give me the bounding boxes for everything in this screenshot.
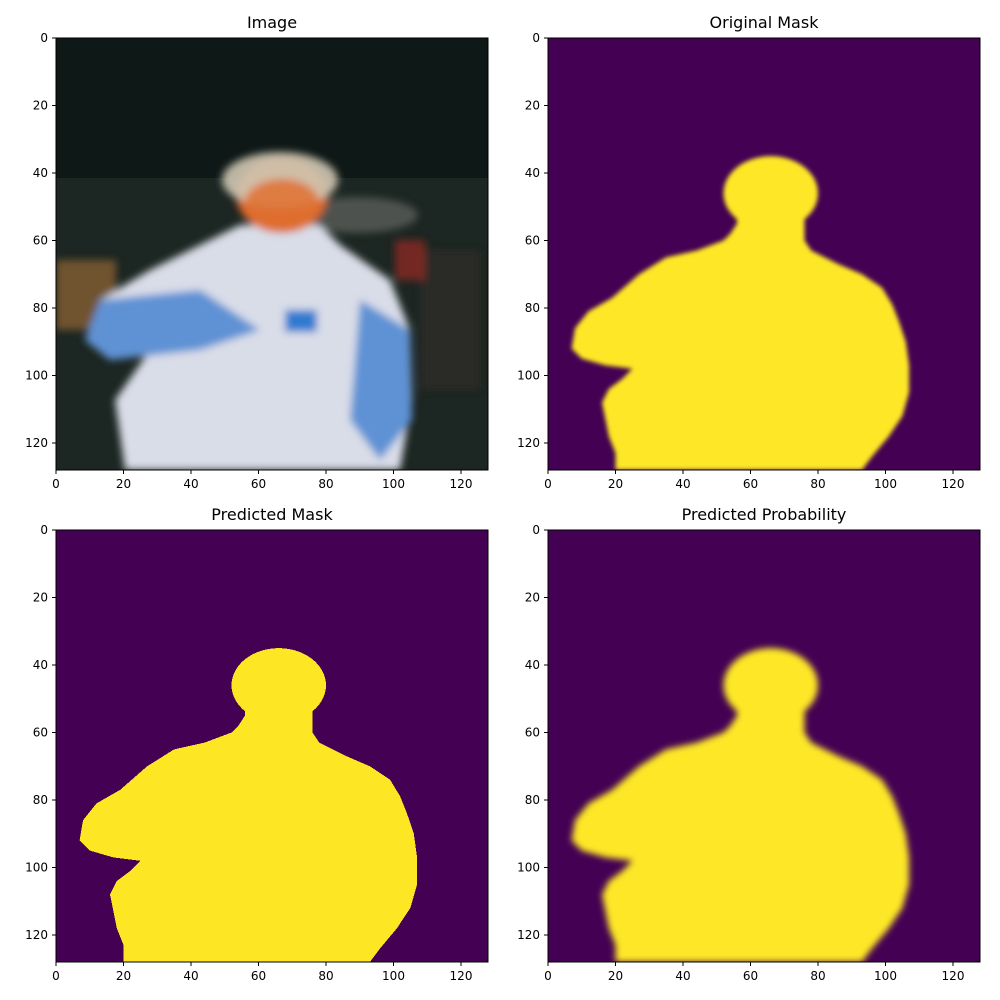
- x-tick-label: 40: [675, 969, 690, 983]
- x-tick-label: 100: [382, 969, 405, 983]
- neck-region: [737, 213, 805, 241]
- y-tick-label: 40: [525, 166, 540, 180]
- panel-axes: 0 20 40 60 80 100 120 0 20 40 60 80 100 120: [25, 31, 489, 491]
- panel-predicted-mask: Predicted Mask: [56, 505, 488, 962]
- silhouette-layer: [79, 648, 418, 962]
- panel-title: Image: [247, 13, 297, 32]
- x-tick-label: 0: [52, 969, 60, 983]
- y-tick-label: 60: [525, 726, 540, 740]
- y-tick-label: 60: [33, 234, 48, 248]
- panel-axes: 0 20 40 60 80 100 120 0 20 40 60 80 100 120: [517, 31, 981, 491]
- x-tick-label: 60: [743, 477, 758, 491]
- x-tick-label: 0: [544, 969, 552, 983]
- body-region: [571, 223, 910, 470]
- y-tick-label: 80: [33, 793, 48, 807]
- panel-title: Predicted Probability: [682, 505, 847, 524]
- panel-image: Image: [56, 13, 488, 470]
- y-tick-label: 20: [33, 99, 48, 113]
- mask-silhouette: [79, 648, 418, 962]
- panel-title: Original Mask: [710, 13, 820, 32]
- y-tick-label: 20: [525, 99, 540, 113]
- background-chair: [420, 250, 480, 390]
- y-tick-label: 80: [525, 301, 540, 315]
- silhouette-layer: [571, 156, 910, 470]
- x-tick-label: 100: [874, 477, 897, 491]
- y-tick-label: 120: [517, 928, 540, 942]
- y-tick-label: 100: [25, 369, 48, 383]
- y-tick-label: 20: [525, 591, 540, 605]
- x-tick-label: 40: [183, 477, 198, 491]
- y-tick-label: 0: [532, 31, 540, 45]
- y-tick-label: 0: [40, 523, 48, 537]
- y-tick-label: 0: [40, 31, 48, 45]
- y-tick-label: 100: [25, 861, 48, 875]
- panel-predicted-probability: Predicted Probability: [548, 505, 980, 962]
- x-tick-label: 20: [116, 969, 131, 983]
- x-tick-label: 60: [251, 477, 266, 491]
- y-tick-label: 40: [33, 658, 48, 672]
- x-tick-label: 120: [942, 969, 965, 983]
- y-tick-label: 60: [33, 726, 48, 740]
- y-tick-label: 20: [33, 591, 48, 605]
- logo-print: [285, 310, 317, 332]
- y-tick-label: 40: [33, 166, 48, 180]
- y-tick-label: 80: [33, 301, 48, 315]
- neck-region: [737, 705, 805, 733]
- x-tick-label: 40: [675, 477, 690, 491]
- x-tick-label: 20: [116, 477, 131, 491]
- y-tick-label: 120: [25, 436, 48, 450]
- head-region: [231, 648, 326, 723]
- axes-frame: [55, 529, 489, 963]
- x-tick-label: 120: [450, 969, 473, 983]
- mask-silhouette: [571, 156, 910, 470]
- y-tick-label: 80: [525, 793, 540, 807]
- axes-frame: [547, 37, 981, 471]
- body-region: [571, 715, 910, 962]
- x-tick-label: 80: [810, 969, 825, 983]
- x-tick-label: 20: [608, 969, 623, 983]
- panel-axes: 0 20 40 60 80 100 120 0 20 40 60 80 100 120: [517, 523, 981, 983]
- head-region: [723, 648, 818, 723]
- neck-region: [245, 705, 313, 733]
- silhouette-layer: [571, 648, 910, 962]
- y-tick-label: 60: [525, 234, 540, 248]
- x-tick-label: 20: [608, 477, 623, 491]
- y-tick-label: 120: [517, 436, 540, 450]
- x-tick-label: 120: [942, 477, 965, 491]
- x-tick-label: 80: [318, 477, 333, 491]
- x-tick-label: 0: [544, 477, 552, 491]
- x-tick-label: 120: [450, 477, 473, 491]
- y-tick-label: 0: [532, 523, 540, 537]
- y-tick-label: 120: [25, 928, 48, 942]
- y-tick-label: 40: [525, 658, 540, 672]
- x-tick-label: 60: [251, 969, 266, 983]
- sleeve: [85, 290, 260, 360]
- x-tick-label: 60: [743, 969, 758, 983]
- panel-original-mask: Original Mask: [548, 13, 980, 470]
- y-tick-label: 100: [517, 369, 540, 383]
- axes: 0 20 40 60 80 100 120 0 20 40 60 80 100 120 0 20 40 60 80 1…: [25, 31, 981, 983]
- x-tick-label: 100: [874, 969, 897, 983]
- body-region: [79, 715, 418, 962]
- x-tick-label: 80: [810, 477, 825, 491]
- image-content: [56, 38, 488, 470]
- axes-frame: [547, 529, 981, 963]
- x-tick-label: 80: [318, 969, 333, 983]
- x-tick-label: 0: [52, 477, 60, 491]
- y-tick-label: 100: [517, 861, 540, 875]
- x-tick-label: 100: [382, 477, 405, 491]
- x-tick-label: 40: [183, 969, 198, 983]
- axes-frame: [55, 37, 489, 471]
- probability-silhouette: [571, 648, 910, 962]
- panel-title: Predicted Mask: [211, 505, 333, 524]
- head-region: [723, 156, 818, 231]
- panel-axes: 0 20 40 60 80 100 120 0 20 40 60 80 100 120: [25, 523, 489, 983]
- lamp-shape: [298, 197, 418, 233]
- hoodie: [85, 225, 412, 470]
